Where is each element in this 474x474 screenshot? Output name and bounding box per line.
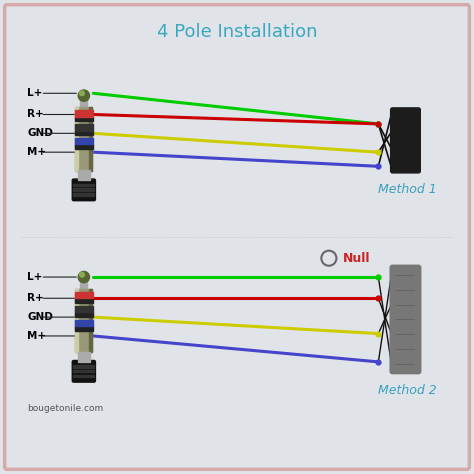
Bar — [75, 298, 93, 302]
FancyBboxPatch shape — [72, 360, 95, 382]
Circle shape — [80, 91, 84, 96]
Bar — [75, 138, 93, 145]
Bar — [75, 289, 78, 353]
Text: Method 2: Method 2 — [378, 383, 437, 397]
FancyBboxPatch shape — [391, 108, 420, 173]
Text: L+: L+ — [27, 272, 43, 282]
Bar — [75, 108, 92, 171]
Bar — [73, 370, 94, 372]
Text: M+: M+ — [27, 147, 46, 157]
Bar — [75, 145, 93, 149]
Text: GND: GND — [27, 312, 53, 322]
Bar — [73, 189, 94, 191]
Bar — [73, 193, 94, 196]
Bar — [75, 124, 93, 130]
Text: Method 1: Method 1 — [378, 183, 437, 196]
Bar — [75, 306, 93, 312]
Bar — [73, 365, 94, 367]
FancyBboxPatch shape — [390, 265, 421, 374]
Bar — [89, 289, 92, 353]
Bar — [73, 184, 94, 186]
Bar — [81, 96, 87, 108]
Text: bougetonile.com: bougetonile.com — [27, 404, 103, 413]
Text: 4 Pole Installation: 4 Pole Installation — [157, 23, 317, 41]
FancyBboxPatch shape — [72, 179, 95, 201]
Bar — [75, 326, 93, 331]
Text: M+: M+ — [27, 331, 46, 341]
Bar — [81, 277, 87, 289]
Bar — [89, 108, 92, 171]
Text: GND: GND — [27, 128, 53, 138]
Bar — [75, 320, 93, 326]
Text: Null: Null — [343, 252, 371, 264]
Circle shape — [80, 273, 84, 277]
Bar — [75, 289, 92, 353]
Text: L+: L+ — [27, 88, 43, 98]
Bar — [75, 130, 93, 135]
Bar — [75, 110, 93, 117]
Circle shape — [78, 90, 90, 101]
Bar — [78, 352, 90, 362]
Circle shape — [78, 272, 90, 283]
Bar — [75, 312, 93, 317]
Text: R+: R+ — [27, 109, 44, 119]
Bar — [78, 170, 90, 181]
Bar — [75, 292, 93, 298]
Bar — [75, 117, 93, 121]
Bar — [73, 374, 94, 377]
Text: R+: R+ — [27, 293, 44, 303]
Bar — [75, 108, 78, 171]
